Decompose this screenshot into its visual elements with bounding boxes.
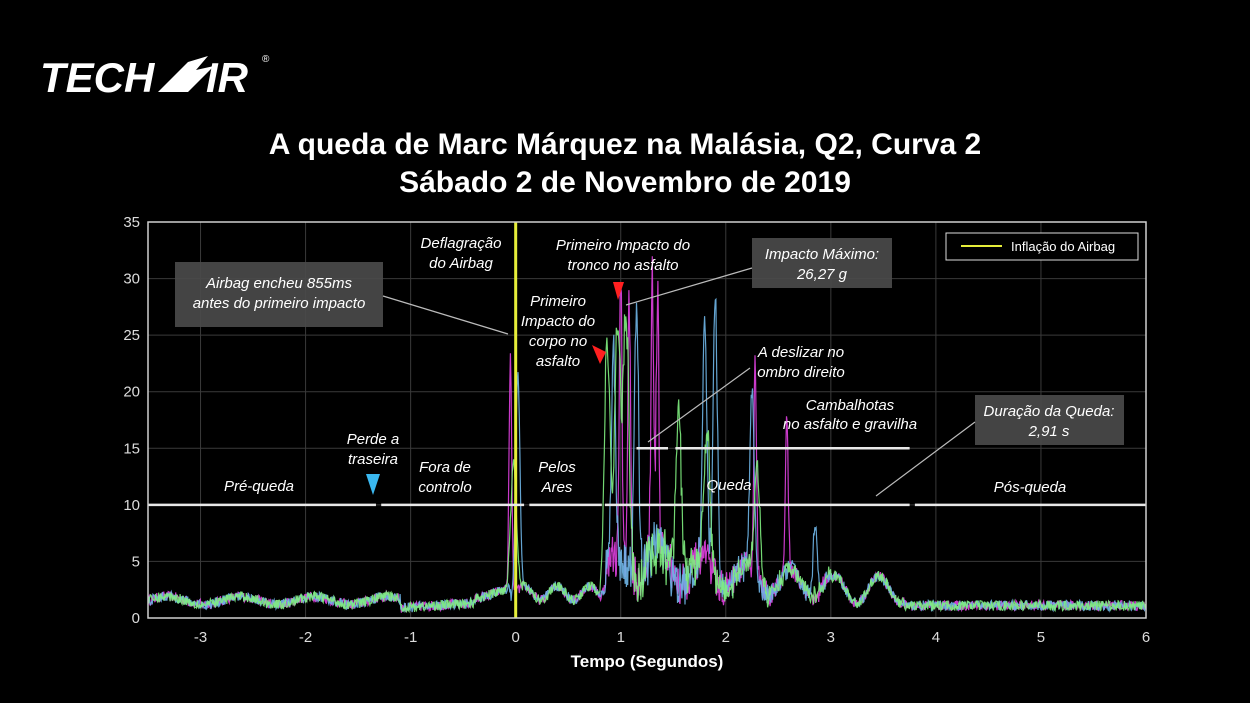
first-torso-impact-label: Primeiro Impacto do	[556, 237, 690, 254]
y-tick-label: 35	[123, 214, 140, 231]
x-tick-label: 2	[722, 629, 730, 646]
duration-label: 2,91 s	[1028, 423, 1070, 440]
series-line-blue	[147, 297, 1147, 613]
svg-text:IR: IR	[206, 54, 249, 101]
leader-line	[875, 421, 976, 497]
deflagration-label: Deflagração	[421, 235, 502, 252]
max-impact-label: Impacto Máximo:	[765, 246, 879, 263]
duration-label: Duração da Queda:	[984, 403, 1115, 420]
phase-label-posqueda: Pós-queda	[994, 479, 1067, 496]
y-tick-label: 20	[123, 384, 140, 401]
phase-label-prequeda: Pré-queda	[224, 478, 294, 495]
tumbling-label: no asfalto e gravilha	[783, 416, 917, 433]
chart-title: A queda de Marc Márquez na Malásia, Q2, …	[268, 128, 982, 161]
y-tick-label: 0	[132, 610, 140, 627]
red-arrow-icon	[613, 282, 624, 300]
phase-label-air: Ares	[541, 479, 573, 496]
airbag-filled-label: antes do primeiro impacto	[193, 295, 366, 312]
first-body-impact-label: corpo no	[529, 333, 587, 350]
x-tick-label: 4	[932, 629, 940, 646]
first-body-impact-label: Primeiro	[530, 293, 586, 310]
max-impact-label: 26,27 g	[796, 266, 848, 283]
first-torso-impact-label: tronco no asfalto	[568, 257, 679, 274]
phase-label-queda: Queda	[706, 477, 751, 494]
tumbling-label: Cambalhotas	[806, 397, 895, 414]
x-tick-label: -2	[299, 629, 312, 646]
airbag-filled-label: Airbag encheu 855ms	[205, 275, 352, 292]
sliding-label: A deslizar no	[757, 344, 844, 361]
phase-label-out-control: Fora de	[419, 459, 471, 476]
y-tick-label: 30	[123, 271, 140, 288]
red-arrow-icon	[592, 345, 606, 364]
x-tick-label: -3	[194, 629, 207, 646]
chart-subtitle: Sábado 2 de Novembro de 2019	[399, 166, 851, 199]
y-tick-label: 15	[123, 440, 140, 457]
first-body-impact-label: Impacto do	[521, 313, 595, 330]
legend-label: Inflação do Airbag	[1011, 239, 1115, 254]
x-tick-label: 3	[827, 629, 835, 646]
series-line-green	[147, 314, 1147, 614]
tech-air-logo: TECH IR ®	[40, 54, 270, 101]
blue-arrow-icon	[366, 474, 380, 495]
leader-line	[382, 295, 509, 335]
x-tick-label: 5	[1037, 629, 1045, 646]
x-tick-label: -1	[404, 629, 417, 646]
x-tick-label: 0	[512, 629, 520, 646]
deflagration-label: do Airbag	[429, 255, 493, 272]
phase-label-out-control: controlo	[418, 479, 471, 496]
svg-text:®: ®	[262, 54, 270, 65]
y-tick-label: 25	[123, 327, 140, 344]
leader-line	[647, 367, 751, 443]
airbag-filled-box	[175, 262, 383, 327]
duration-box	[975, 395, 1124, 445]
max-impact-box	[752, 238, 892, 288]
first-body-impact-label: asfalto	[536, 353, 580, 370]
x-axis-label: Tempo (Segundos)	[571, 652, 724, 671]
x-tick-label: 1	[617, 629, 625, 646]
sliding-label: ombro direito	[757, 364, 845, 381]
plot-frame	[147, 221, 1147, 619]
lose-rear-label: Perde a	[347, 431, 400, 448]
x-tick-label: 6	[1142, 629, 1150, 646]
lose-rear-label: traseira	[348, 451, 398, 468]
svg-text:TECH: TECH	[40, 54, 156, 101]
leader-line	[625, 267, 753, 306]
y-tick-label: 10	[123, 497, 140, 514]
y-tick-label: 5	[132, 553, 140, 570]
phase-label-air: Pelos	[538, 459, 576, 476]
